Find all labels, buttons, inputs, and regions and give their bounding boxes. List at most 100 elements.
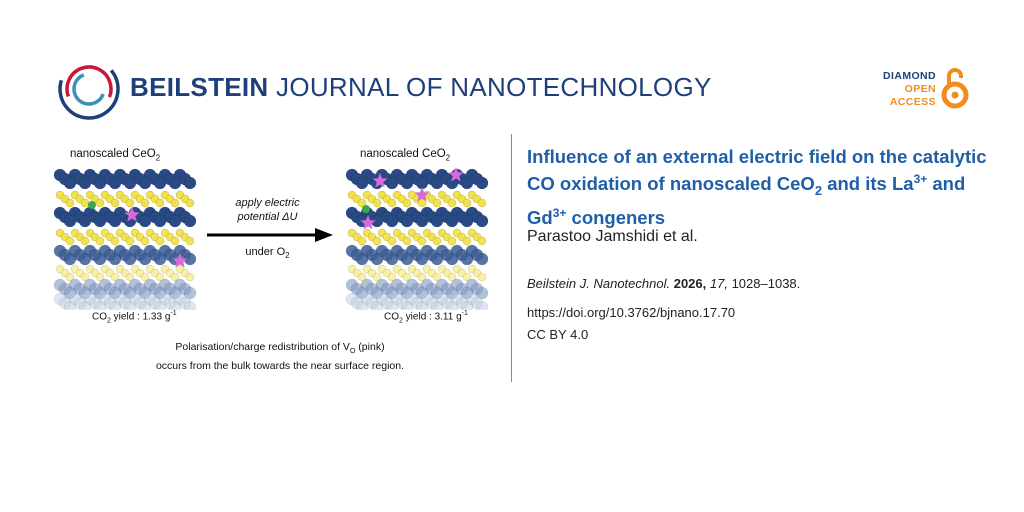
citation-volume: 17, [709,276,728,291]
arrow-top-line2: potential ΔU [237,211,298,223]
cerium-atom [78,252,92,266]
open-access-lock-icon [941,68,969,109]
cerium-atom [78,176,92,190]
oxygen-atom [462,272,472,282]
cerium-atom [375,292,389,306]
cerium-atom [93,300,107,310]
cerium-atom [425,296,439,310]
oxygen-vacancy-star-icon [172,253,188,268]
cerium-atom [123,176,137,190]
cerium-atom [153,214,167,228]
cerium-atom [370,300,384,310]
oxygen-atom [402,236,412,246]
cerium-atom [183,176,197,190]
citation-year: 2026, [673,276,707,291]
title-sub: 2 [814,182,823,198]
oa-open-label: OPEN [904,83,936,95]
cerium-atom [385,286,399,300]
oxygen-atom [402,198,412,208]
cerium-atom [168,176,182,190]
caption-line1-b: (pink) [355,341,385,353]
cerium-atom [385,176,399,190]
cerium-atom [410,296,424,310]
cerium-atom [88,296,102,310]
cerium-atom [445,214,459,228]
dopant-atom [88,201,96,209]
oxygen-atom [447,236,457,246]
vertical-divider [511,134,512,382]
cerium-atom [73,296,87,310]
cerium-atom [93,286,107,300]
cerium-atom [450,292,464,306]
cerium-atom [355,286,369,300]
cerium-atom [415,214,429,228]
left-yield-sub: 2 [107,317,111,325]
cerium-atom [460,252,474,266]
oxygen-atom [402,272,412,282]
cerium-atom [78,214,92,228]
oxygen-atom [185,272,195,282]
oxygen-atom [110,272,120,282]
cerium-atom [445,300,459,310]
oxygen-atom [462,198,472,208]
oxygen-atom [170,272,180,282]
oxygen-atom [387,272,397,282]
cerium-atom [108,286,122,300]
beilstein-logo-icon [58,58,120,120]
oxygen-atom [170,198,180,208]
article-doi-link[interactable]: https://doi.org/10.3762/bjnano.17.70 [527,305,736,320]
left-yield-label: CO2 yield : 1.33 g-1 [92,310,177,324]
title-part1: Influence of an external electric field … [527,146,987,195]
cerium-atom [420,292,434,306]
oxygen-atom [140,272,150,282]
cerium-atom [78,286,92,300]
left-label-main: nanoscaled CeO [70,148,156,160]
cerium-atom [113,292,127,306]
caption-line1-sub: O [349,348,356,356]
article-title[interactable]: Influence of an external electric field … [527,146,997,229]
cerium-atom [183,286,197,300]
cerium-atom [460,176,474,190]
oa-diamond-label: DIAMOND [883,70,936,82]
cerium-atom [123,286,137,300]
cerium-atom [93,252,107,266]
cerium-atom [148,296,162,310]
cerium-atom [153,252,167,266]
cerium-atom [168,300,182,310]
arrow-bottom-main: under O [245,246,286,258]
cerium-atom [98,292,112,306]
oxygen-atom [185,236,195,246]
oxygen-atom [477,272,487,282]
cerium-atom [58,296,72,310]
process-arrow-icon [207,228,333,242]
cerium-atom [123,300,137,310]
oxygen-atom [372,272,382,282]
oxygen-atom [80,272,90,282]
cerium-atom [108,214,122,228]
oxygen-atom [357,236,367,246]
cerium-atom [153,286,167,300]
cerium-atom [415,286,429,300]
cerium-atom [63,286,77,300]
cerium-atom [93,214,107,228]
cerium-atom [445,252,459,266]
cerium-atom [168,286,182,300]
cerium-atom [138,300,152,310]
cerium-atom [405,292,419,306]
cerium-atom [475,176,489,190]
cerium-atom [440,296,454,310]
oxygen-atom [110,198,120,208]
cerium-atom [355,300,369,310]
cerium-atom [173,292,187,306]
oxygen-atom [185,198,195,208]
cerium-atom [370,252,384,266]
caption-line2: occurs from the bulk towards the near su… [155,360,405,373]
oxygen-atom [65,236,75,246]
oxygen-atom [125,198,135,208]
oxygen-atom [417,236,427,246]
article-license: CC BY 4.0 [527,327,589,342]
cerium-atom [158,292,172,306]
cerium-atom [153,176,167,190]
caption-line1: Polarisation/charge redistribution of VO… [95,340,465,359]
cerium-atom [118,296,132,310]
